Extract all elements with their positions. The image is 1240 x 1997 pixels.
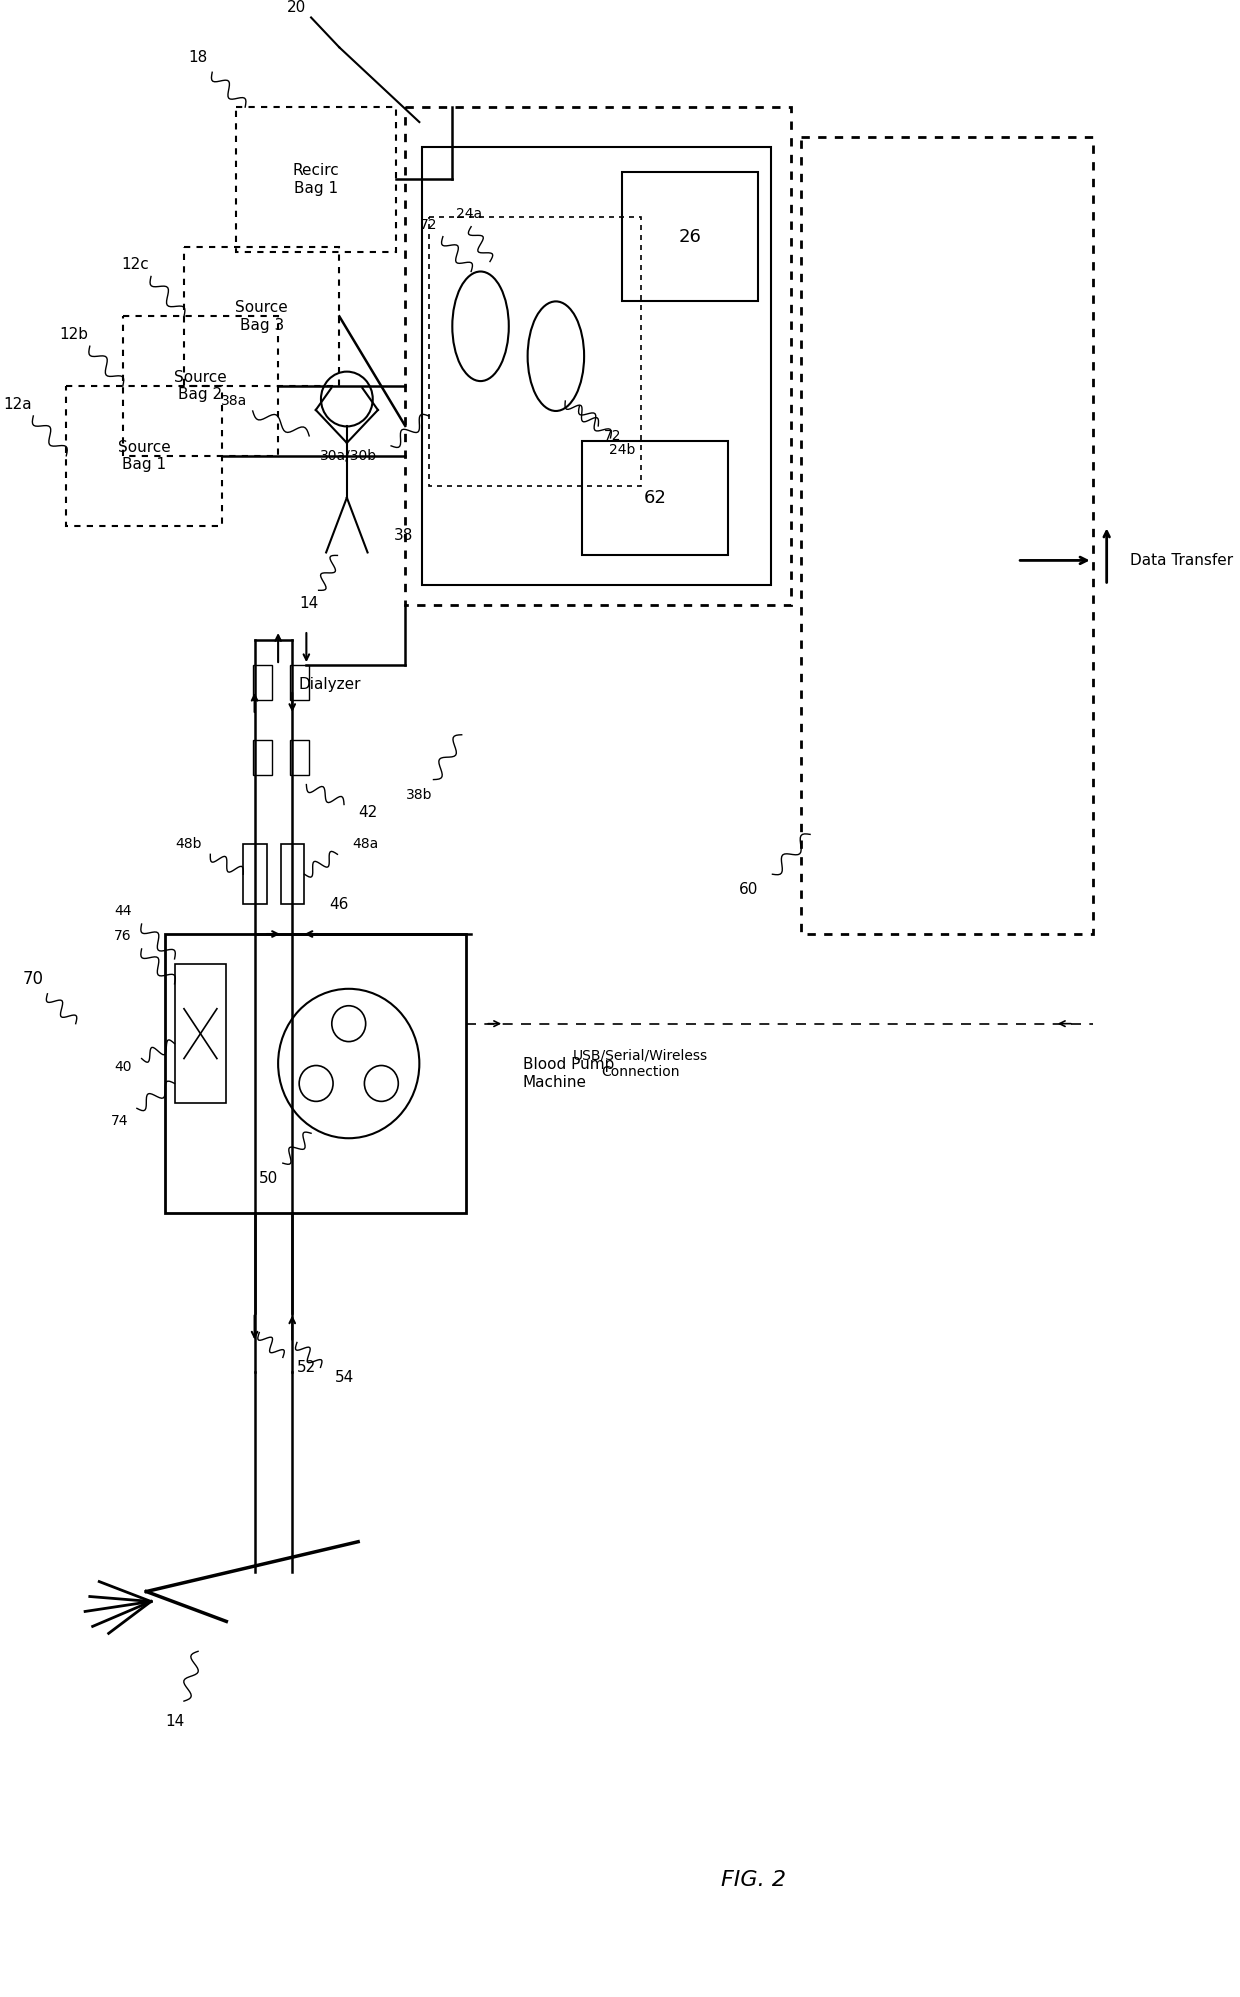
Bar — [165, 935, 466, 1212]
Text: 46: 46 — [330, 897, 348, 911]
Text: 50: 50 — [259, 1170, 278, 1186]
Text: 62: 62 — [644, 489, 667, 507]
Text: 72: 72 — [604, 429, 621, 443]
Text: 24b: 24b — [609, 443, 635, 457]
Text: 14: 14 — [165, 1713, 185, 1729]
Text: 12c: 12c — [122, 258, 149, 272]
Bar — [175, 965, 227, 1104]
Text: 38a: 38a — [221, 393, 247, 407]
Bar — [236, 108, 396, 252]
Bar — [801, 138, 1092, 935]
Text: 14: 14 — [300, 595, 319, 611]
Text: Source
Bag 1: Source Bag 1 — [118, 439, 170, 471]
Text: 48a: 48a — [352, 837, 378, 851]
Text: 18: 18 — [188, 50, 208, 64]
Text: Recirc
Bag 1: Recirc Bag 1 — [293, 164, 340, 196]
Text: Data Transfer: Data Transfer — [1130, 553, 1234, 567]
Text: Blood Pump
Machine: Blood Pump Machine — [523, 1056, 614, 1090]
Bar — [66, 385, 222, 525]
Bar — [429, 218, 641, 485]
Bar — [253, 739, 272, 775]
Text: Source
Bag 3: Source Bag 3 — [236, 300, 288, 333]
Text: 40: 40 — [114, 1060, 131, 1074]
Text: 44: 44 — [114, 905, 131, 919]
Text: 30a/30b: 30a/30b — [320, 449, 377, 463]
Bar — [253, 665, 272, 699]
Text: 70: 70 — [22, 971, 43, 989]
Text: 26: 26 — [678, 228, 702, 246]
Text: 38: 38 — [393, 527, 413, 543]
Bar — [621, 172, 759, 302]
Bar — [583, 441, 728, 555]
Text: 54: 54 — [335, 1370, 353, 1384]
Text: 60: 60 — [739, 883, 759, 897]
Text: 42: 42 — [358, 805, 377, 821]
Text: 76: 76 — [114, 929, 131, 943]
Bar — [405, 108, 791, 605]
Text: 20: 20 — [288, 0, 306, 16]
Text: 38b: 38b — [405, 787, 433, 801]
Text: 74: 74 — [112, 1114, 129, 1128]
Bar — [123, 316, 278, 455]
Bar — [243, 845, 267, 905]
Text: Source
Bag 2: Source Bag 2 — [174, 369, 227, 401]
Text: USB/Serial/Wireless
Connection: USB/Serial/Wireless Connection — [573, 1048, 708, 1078]
Bar — [422, 148, 770, 585]
Bar — [184, 246, 340, 385]
Text: 52: 52 — [296, 1360, 316, 1374]
Bar — [290, 665, 309, 699]
Text: 72: 72 — [420, 218, 438, 232]
Text: 48b: 48b — [175, 837, 202, 851]
Bar — [290, 739, 309, 775]
Text: 24a: 24a — [456, 208, 482, 222]
Text: FIG. 2: FIG. 2 — [722, 1871, 786, 1891]
Text: Dialyzer: Dialyzer — [299, 677, 361, 693]
Text: 12b: 12b — [60, 328, 88, 341]
Bar — [281, 845, 305, 905]
Text: 12a: 12a — [2, 397, 32, 411]
